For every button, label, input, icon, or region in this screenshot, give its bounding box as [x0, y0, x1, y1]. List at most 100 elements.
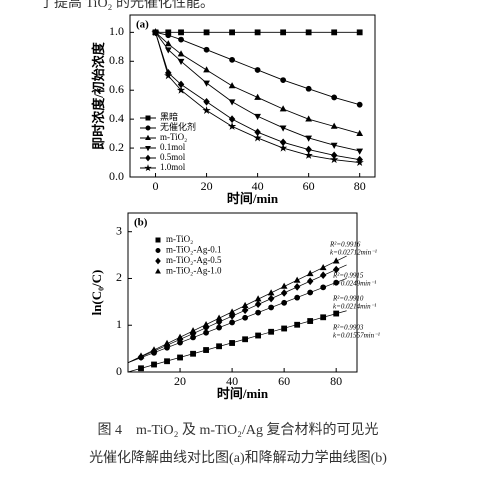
marker: [203, 347, 209, 353]
marker: [255, 309, 262, 316]
marker: [215, 314, 223, 321]
annotation: k=0.02712min⁻¹: [330, 249, 377, 257]
legend-label: m-TiO₂: [166, 234, 193, 244]
marker: [333, 310, 340, 317]
series-line: [155, 32, 360, 163]
panel-label: (a): [136, 19, 149, 31]
marker: [320, 284, 327, 291]
marker: [229, 340, 235, 346]
y-axis-label: 即时浓度/初始浓度: [91, 41, 106, 150]
marker: [254, 113, 261, 120]
marker: [278, 143, 288, 152]
marker: [306, 277, 314, 286]
marker: [177, 50, 185, 57]
legend-marker: [155, 248, 161, 254]
y-tick-label: 0.0: [109, 169, 124, 183]
caption-line: 光催化降解曲线对比图(a)和降解动力学曲线图(b): [89, 450, 387, 466]
marker: [228, 115, 236, 123]
marker: [228, 308, 236, 315]
marker: [216, 343, 222, 350]
legend-marker: [155, 268, 161, 274]
marker: [138, 365, 144, 372]
marker: [319, 271, 327, 280]
marker: [305, 115, 313, 122]
marker: [229, 56, 235, 63]
marker: [267, 289, 275, 296]
legend-marker: [145, 154, 151, 162]
marker: [242, 336, 249, 343]
legend-label: 0.1mol: [160, 142, 186, 152]
y-tick-label: 0: [116, 364, 122, 378]
marker: [164, 40, 172, 47]
marker: [254, 29, 261, 36]
marker: [150, 346, 158, 353]
marker: [355, 158, 364, 167]
annotation: R²=0.9915: [332, 272, 364, 280]
marker: [356, 129, 364, 136]
plot-frame: [129, 14, 376, 178]
panel-label: (b): [134, 217, 148, 229]
marker: [268, 304, 275, 311]
y-tick-label: 0.2: [109, 140, 124, 154]
fit-line: [127, 264, 347, 363]
marker: [203, 97, 210, 106]
marker: [280, 29, 287, 36]
annotation: R²=0.9903: [332, 324, 364, 332]
legend-label: m-TiO₂: [160, 132, 187, 142]
marker: [293, 276, 301, 283]
x-tick-label: 60: [278, 374, 290, 388]
annotation: k=0.01557min⁻¹: [333, 332, 380, 340]
x-tick-label: 20: [201, 179, 213, 193]
marker: [202, 106, 211, 114]
marker: [304, 150, 313, 159]
marker: [203, 46, 210, 53]
marker: [332, 265, 340, 274]
marker: [332, 257, 340, 264]
marker: [164, 47, 172, 54]
marker: [356, 148, 364, 155]
marker: [178, 29, 184, 36]
marker: [280, 282, 288, 289]
marker: [305, 85, 312, 92]
x-tick-label: 40: [252, 179, 264, 193]
x-axis-label: 时间/min: [227, 191, 279, 206]
x-tick-label: 80: [330, 374, 342, 388]
marker: [254, 295, 262, 302]
header-fragment: 了提高 TiO₂ 的光催化性能。: [40, 0, 214, 11]
marker: [215, 318, 223, 326]
x-tick-label: 40: [226, 374, 238, 388]
marker: [190, 350, 196, 357]
marker: [330, 122, 338, 129]
y-tick-label: 2: [116, 270, 122, 284]
marker: [333, 279, 340, 286]
marker: [279, 125, 287, 132]
legend-label: 黑暗: [160, 111, 178, 122]
marker: [177, 58, 185, 66]
legend-label: m-TiO₂-Ag-1.0: [166, 266, 222, 276]
marker: [178, 36, 184, 43]
fit-line: [127, 255, 347, 363]
y-tick-label: 0.8: [109, 53, 124, 67]
marker: [356, 101, 363, 108]
marker: [281, 299, 288, 306]
marker: [151, 361, 157, 368]
legend-marker: [145, 145, 151, 152]
marker: [320, 314, 327, 321]
marker: [176, 333, 184, 340]
legend-marker: [155, 237, 161, 243]
marker: [279, 105, 287, 112]
x-axis-label: 时间/min: [217, 386, 269, 401]
marker: [254, 300, 262, 309]
legend-label: 0.5mol: [160, 152, 186, 162]
marker: [242, 314, 249, 321]
marker: [280, 289, 288, 297]
marker: [293, 283, 301, 291]
plot-frame: [127, 212, 358, 373]
legend-marker: [145, 125, 151, 131]
series-line: [155, 32, 360, 135]
marker: [176, 85, 186, 94]
marker: [227, 122, 237, 130]
marker: [356, 29, 363, 36]
marker: [241, 306, 249, 315]
